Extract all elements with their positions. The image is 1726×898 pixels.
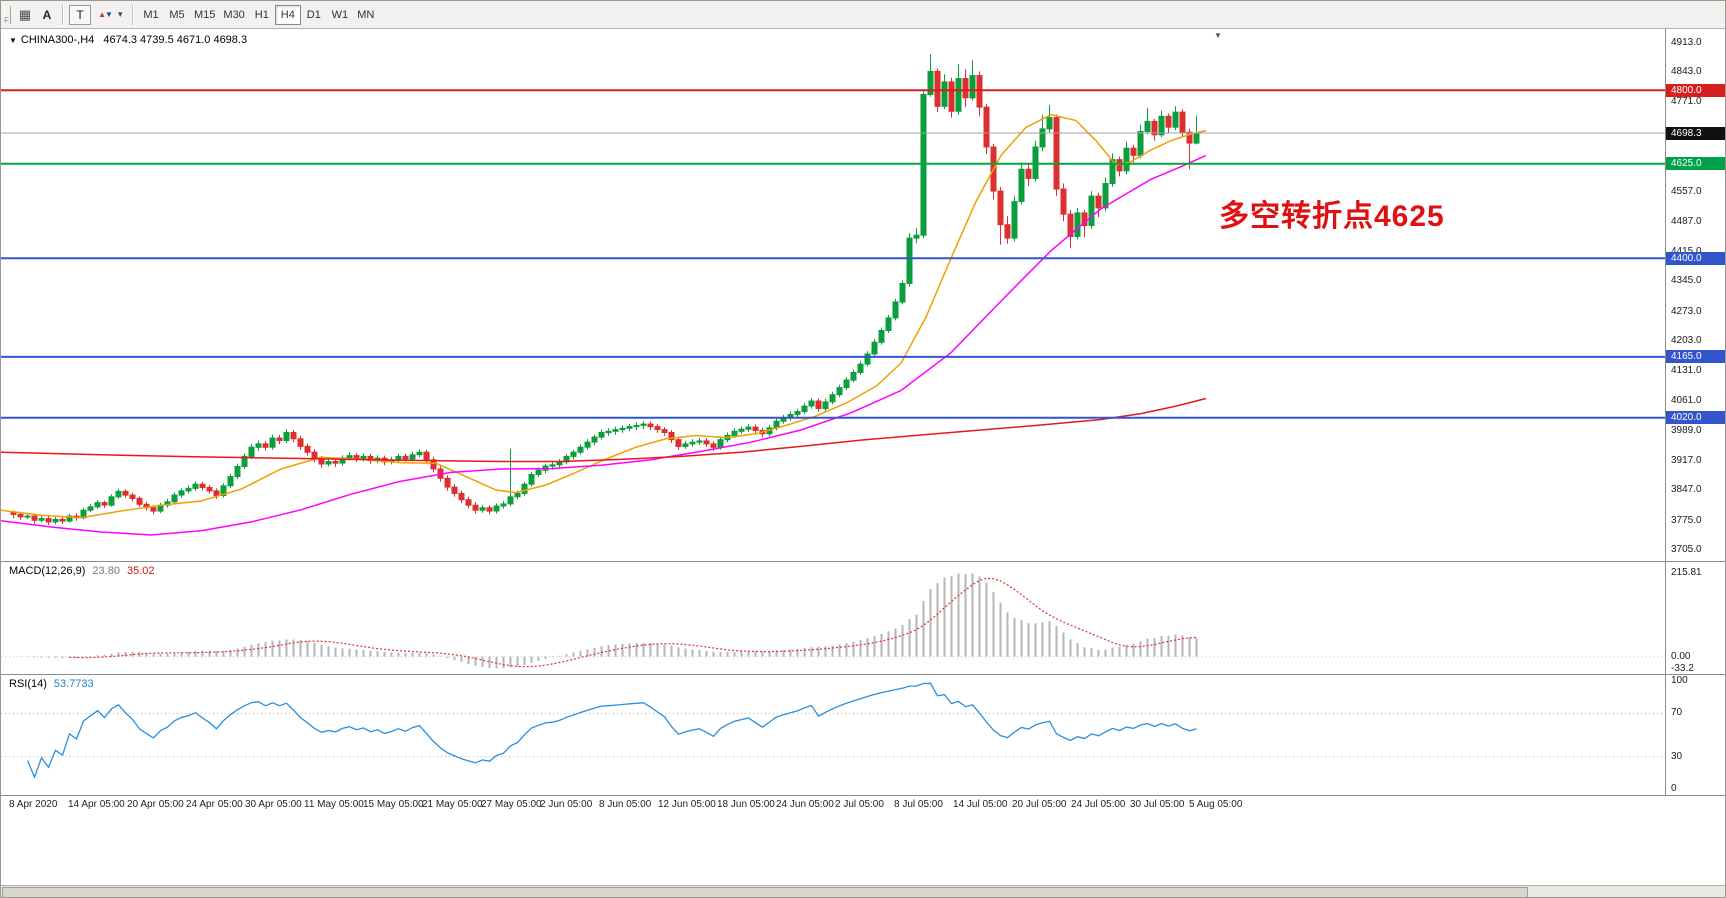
grid-icon[interactable]: ▦: [18, 6, 32, 22]
time-axis-label: 24 Jun 05:00: [776, 799, 834, 810]
chart-annotation-text: 多空转折点4625: [1219, 200, 1445, 233]
timeframe-button-M15[interactable]: M15: [190, 5, 219, 25]
axis-tick-label: 0: [1671, 783, 1677, 794]
timeframe-button-M5[interactable]: M5: [164, 5, 190, 25]
axis-tick-label: 4843.0: [1671, 66, 1702, 78]
time-axis-label: 8 Jul 05:00: [894, 799, 943, 810]
axis-tick-label: 4203.0: [1671, 334, 1702, 346]
arrows-dropdown-caret[interactable]: ▾: [118, 9, 123, 19]
axis-tick-label: 4345.0: [1671, 275, 1702, 287]
time-axis[interactable]: 8 Apr 2020 14 Apr 05:00 20 Apr 05:00 24 Apr…: [1, 796, 1725, 814]
price-badge: 4800.0: [1666, 83, 1725, 97]
time-axis-label: 30 Jul 05:00: [1130, 799, 1185, 810]
time-axis-label: 27 May 05:00: [481, 799, 542, 810]
axis-tick-label: 30: [1671, 750, 1683, 762]
time-axis-label: 24 Apr 05:00: [186, 799, 243, 810]
price-badge: 4625.0: [1666, 157, 1725, 171]
axis-tick-label: 4771.0: [1671, 96, 1702, 108]
rsi-label: RSI(14): [9, 678, 47, 690]
time-axis-label: 8 Jun 05:00: [599, 799, 652, 810]
time-axis-label: 14 Jul 05:00: [953, 799, 1008, 810]
toolbar-drag-handle[interactable]: [4, 5, 11, 24]
timeframe-button-H4[interactable]: H4: [274, 4, 301, 25]
axis-tick-label: 4913.0: [1671, 36, 1702, 48]
pane-separator[interactable]: [1, 795, 1725, 796]
timeframe-toolbar: M1 M5 M15 M30 H1 H4 D1 W1 MN: [138, 4, 379, 25]
time-axis-label: 11 May 05:00: [304, 799, 364, 810]
macd-main-value: 23.80: [92, 565, 120, 577]
time-axis-label: 20 Apr 05:00: [127, 799, 184, 810]
time-axis-label: 2 Jun 05:00: [540, 799, 593, 810]
toolbar-grip-label: F: [4, 16, 9, 25]
price-badge: 4165.0: [1666, 350, 1725, 364]
time-axis-label: 24 Jul 05:00: [1071, 799, 1126, 810]
price-badge: 4400.0: [1666, 251, 1725, 265]
time-axis-label: 14 Apr 05:00: [68, 799, 125, 810]
time-axis-label: 2 Jul 05:00: [835, 799, 884, 810]
axis-tick-label: 3989.0: [1671, 424, 1702, 436]
time-axis-label: 21 May 05:00: [422, 799, 483, 810]
rsi-value: 53.7733: [53, 678, 94, 690]
axis-tick-label: 215.81: [1671, 567, 1702, 579]
axis-tick-label: 0.00: [1671, 650, 1691, 662]
time-axis-label: 8 Apr 2020: [9, 799, 58, 810]
axis-tick-label: -33.2: [1671, 663, 1694, 675]
axis-tick-label: 3775.0: [1671, 514, 1702, 526]
axis-tick-label: 4131.0: [1671, 365, 1702, 377]
text-tool-button[interactable]: T: [69, 4, 91, 25]
cursor-tool-button[interactable]: A: [42, 7, 52, 22]
timeframe-button-W1[interactable]: W1: [327, 5, 353, 25]
horizontal-scrollbar-thumb[interactable]: [2, 887, 1528, 897]
time-axis-label: 18 Jun 05:00: [717, 799, 775, 810]
axis-tick-label: 4557.0: [1671, 186, 1702, 198]
time-axis-label: 20 Jul 05:00: [1012, 799, 1067, 810]
axis-tick-label: 4487.0: [1671, 215, 1702, 227]
pane-separator[interactable]: [1, 674, 1725, 675]
toolbar-separator: [132, 4, 134, 25]
macd-signal-value: 35.02: [126, 565, 155, 577]
axis-tick-label: 3705.0: [1671, 544, 1702, 556]
chart-header: ▼ CHINA300-,H4 4674.3 4739.5 4671.0 4698.…: [9, 34, 247, 46]
timeframe-button-H1[interactable]: H1: [249, 5, 275, 25]
axis-tick-label: 4061.0: [1671, 394, 1702, 406]
axis-tick-label: 4273.0: [1671, 305, 1702, 317]
time-axis-label: 12 Jun 05:00: [658, 799, 716, 810]
bottom-blank-area: [1, 814, 1725, 885]
timeframe-button-M30[interactable]: M30: [219, 5, 248, 25]
axis-tick-label: 4415.0: [1671, 246, 1702, 258]
toolbar-separator: [62, 4, 64, 25]
rsi-label-row: RSI(14) 53.7733: [9, 678, 94, 690]
axis-tick-label: 3917.0: [1671, 455, 1702, 467]
time-axis-label: 5 Aug 05:00: [1189, 799, 1243, 810]
pane-separator[interactable]: [1, 561, 1725, 562]
macd-label-row: MACD(12,26,9) 23.80 35.02: [9, 565, 154, 577]
axis-tick-label: 3847.0: [1671, 484, 1702, 496]
toolbar: F ▦ A T ▲ ▼ ▾ M1 M5 M15 M30 H1 H4 D1 W1 MN: [1, 1, 1725, 29]
ohlc-label: 4674.3 4739.5 4671.0 4698.3: [103, 34, 248, 46]
time-axis-label: 30 Apr 05:00: [245, 799, 302, 810]
axis-tick-label: 70: [1671, 707, 1683, 719]
price-badge: 4020.0: [1666, 411, 1725, 425]
main-chart-canvas[interactable]: [1, 29, 1665, 561]
arrow-up-icon: ▲: [98, 10, 106, 19]
timeframe-button-M1[interactable]: M1: [138, 5, 164, 25]
chart-shift-marker[interactable]: ▼: [1214, 31, 1222, 40]
macd-label: MACD(12,26,9): [9, 565, 86, 577]
horizontal-scrollbar-track[interactable]: [1, 885, 1725, 897]
timeframe-button-MN[interactable]: MN: [353, 5, 379, 25]
arrow-down-icon: ▼: [105, 10, 113, 19]
macd-indicator-canvas[interactable]: [1, 562, 1665, 674]
rsi-indicator-canvas[interactable]: [1, 675, 1665, 795]
symbol-dropdown-icon[interactable]: ▼: [9, 36, 17, 45]
timeframe-button-D1[interactable]: D1: [301, 5, 327, 25]
arrows-tool-icon[interactable]: ▲ ▼: [92, 5, 118, 25]
price-badge: 4698.3: [1666, 126, 1725, 140]
time-axis-label: 15 May 05:00: [363, 799, 424, 810]
axis-tick-label: 100: [1671, 675, 1688, 686]
symbol-label: CHINA300-,H4: [20, 34, 95, 46]
